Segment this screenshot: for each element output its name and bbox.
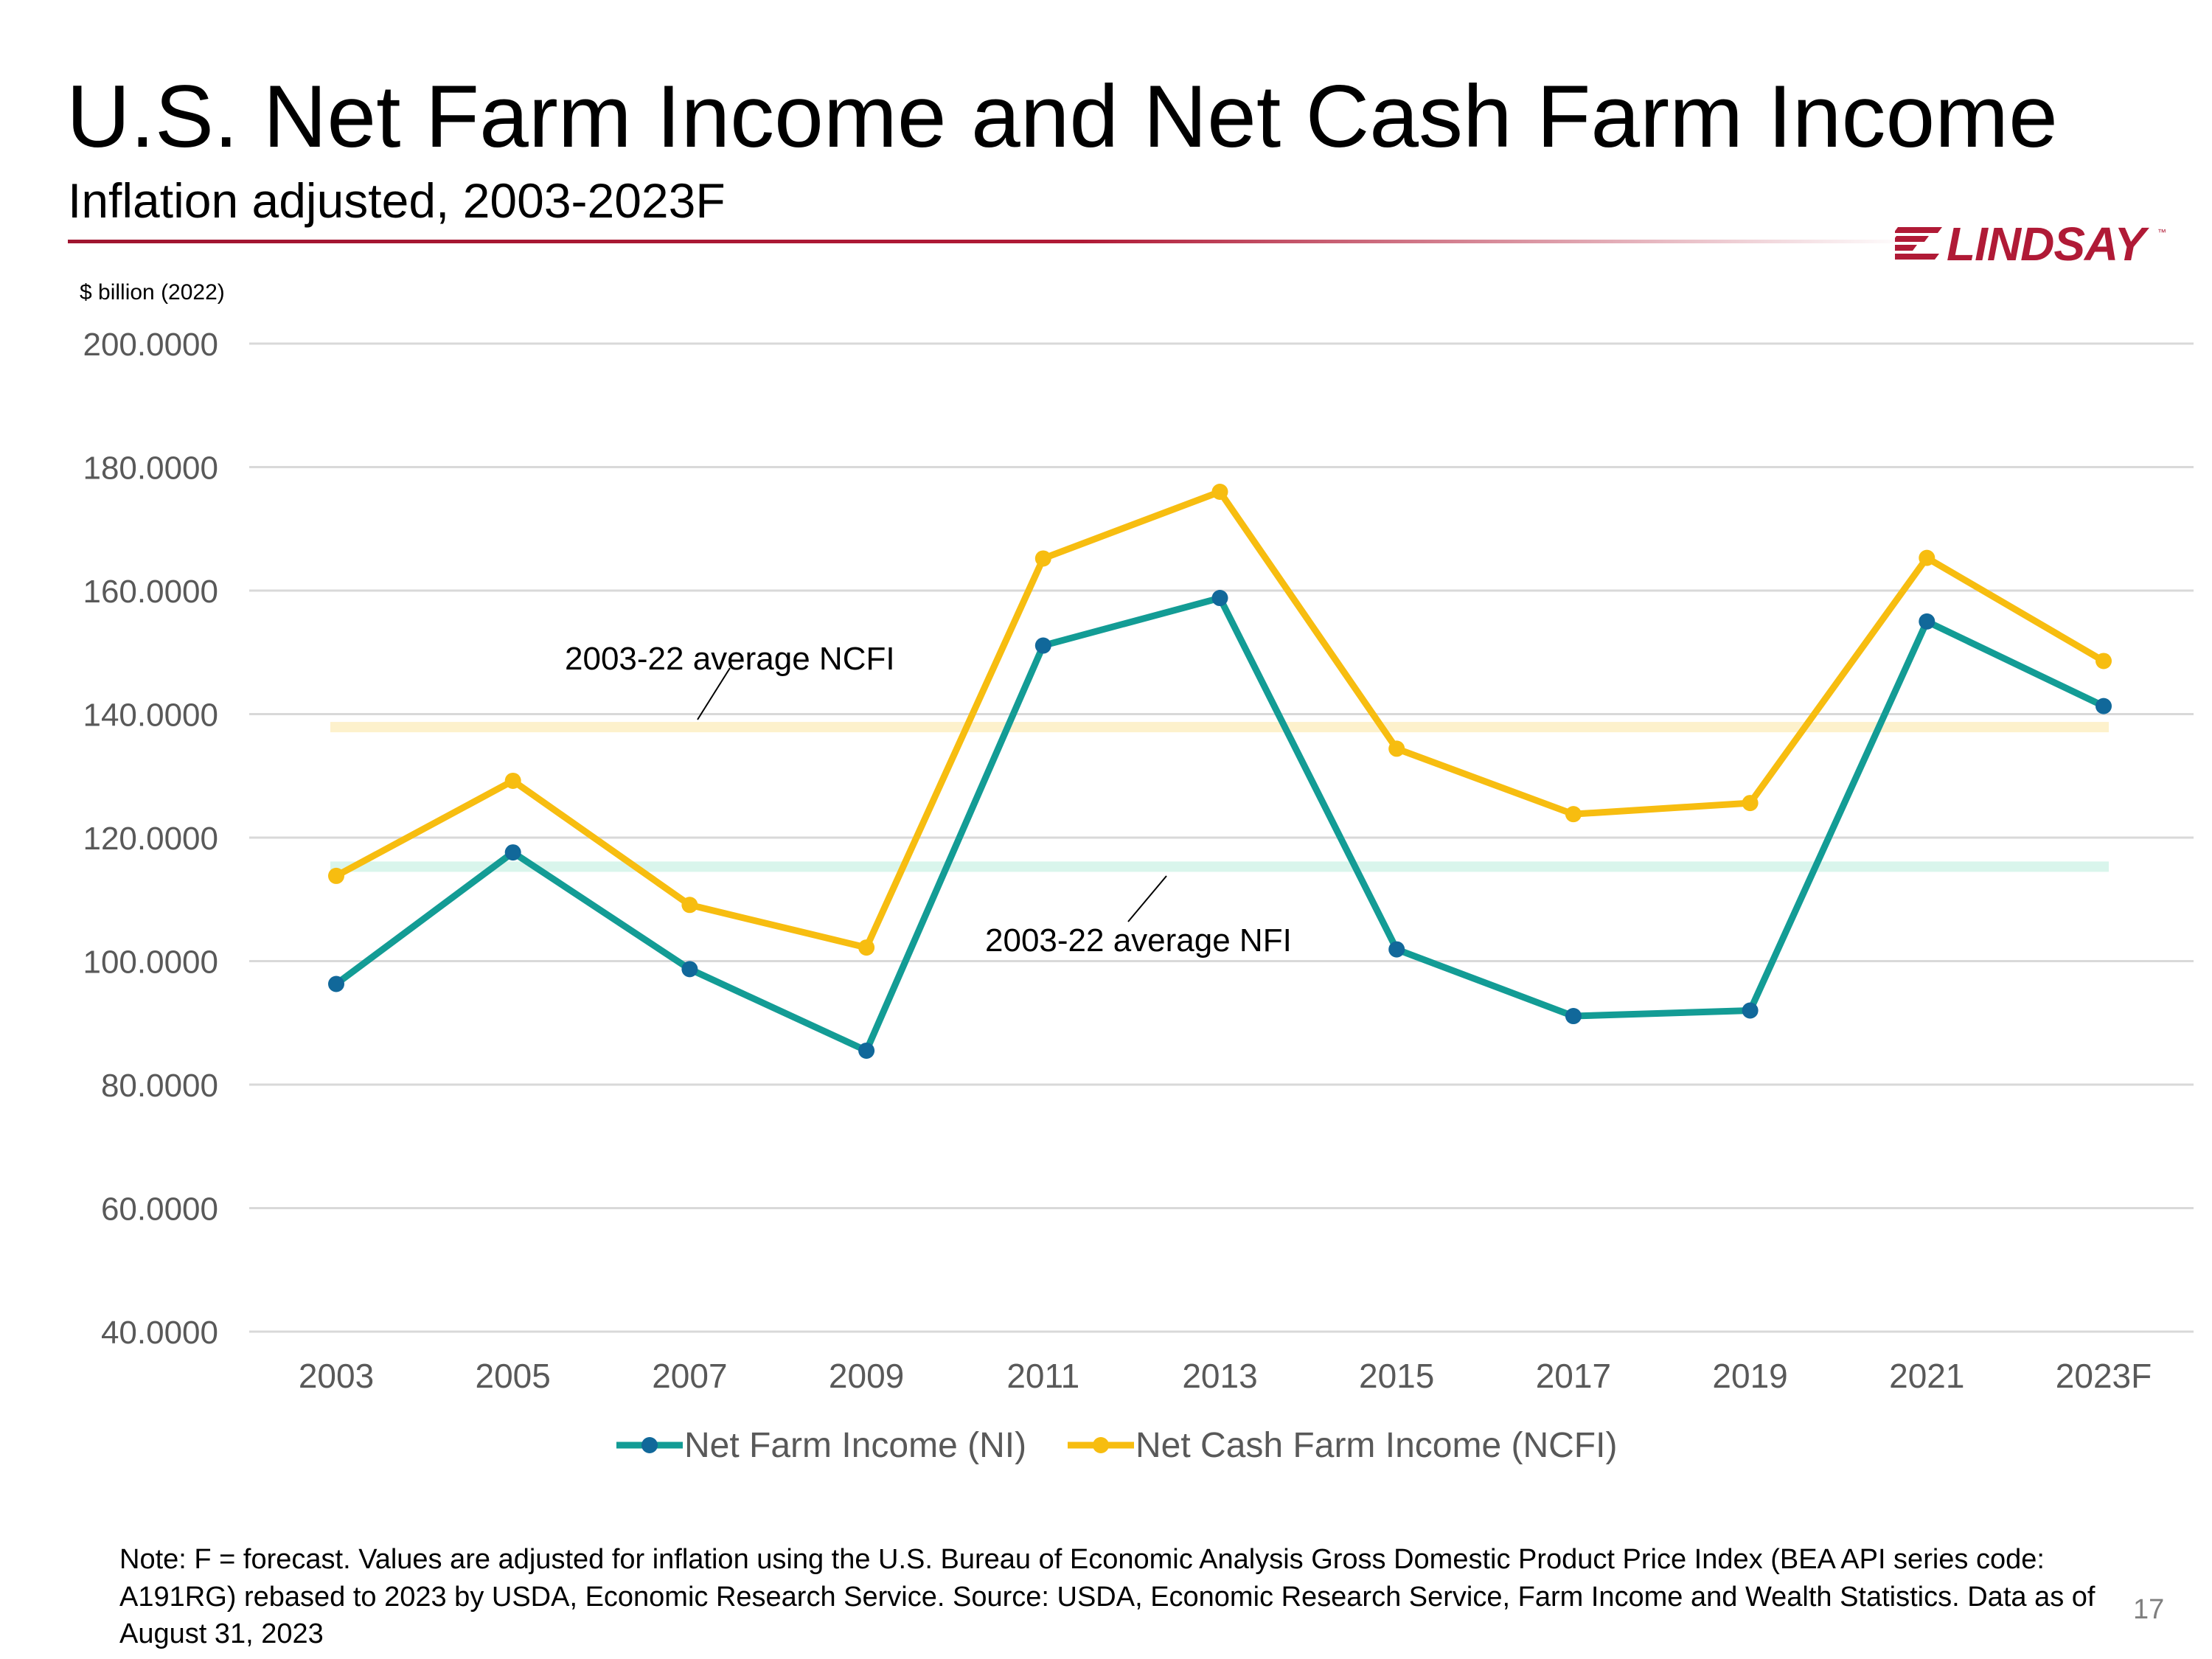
page-subtitle: Inflation adjusted, 2003-2023F [68, 173, 726, 228]
title-divider [68, 240, 1911, 243]
data-point [1565, 806, 1582, 823]
logo-stripes-icon [1889, 227, 1942, 260]
logo-trademark: ™ [2157, 227, 2166, 237]
y-axis-ticks: 40.0000 60.0000 80.0000 100.0000 120.0000 140… [83, 327, 218, 1351]
data-point [2096, 653, 2112, 669]
data-point [1388, 740, 1405, 757]
x-tick-label: 2009 [829, 1357, 904, 1395]
data-point [858, 1042, 875, 1059]
y-tick-label: 140.0000 [83, 698, 218, 734]
y-tick-label: 160.0000 [83, 574, 218, 610]
series-group [328, 484, 2112, 1059]
logo-wordmark: LINDSAY [1947, 218, 2146, 271]
x-tick-label: 2021 [1889, 1357, 1964, 1395]
data-point [1034, 550, 1051, 567]
line-chart: 40.0000 60.0000 80.0000 100.0000 120.0000 140… [83, 327, 2194, 1465]
data-point [328, 975, 344, 992]
data-point [1742, 1002, 1759, 1019]
y-tick-label: 60.0000 [101, 1192, 218, 1228]
x-tick-label: 2023F [2056, 1357, 2152, 1395]
data-point [681, 897, 698, 914]
legend-label: Net Farm Income (NI) [684, 1426, 1026, 1465]
x-tick-label: 2011 [1006, 1357, 1079, 1395]
x-tick-label: 2005 [476, 1357, 551, 1395]
footnote: Note: F = forecast. Values are adjusted … [119, 1544, 2096, 1650]
data-point [858, 939, 875, 956]
y-axis-unit-label: $ billion (2022) [80, 280, 225, 305]
data-point [2096, 698, 2112, 714]
y-tick-label: 80.0000 [101, 1068, 218, 1104]
x-axis-ticks: 2003 2005 2007 2009 2011 2013 2015 2017 2019 2021… [299, 1357, 2152, 1395]
reference-leader-line [697, 667, 731, 720]
data-point [1211, 590, 1228, 607]
data-point [1919, 613, 1935, 630]
page-number: 17 [2133, 1594, 2165, 1625]
reference-leader-line [1127, 875, 1167, 922]
x-tick-label: 2015 [1359, 1357, 1434, 1395]
x-tick-label: 2003 [299, 1357, 374, 1395]
y-tick-label: 180.0000 [83, 451, 218, 487]
x-tick-label: 2019 [1712, 1357, 1787, 1395]
gridlines [249, 342, 2194, 1333]
x-tick-label: 2017 [1536, 1357, 1611, 1395]
y-tick-label: 120.0000 [83, 821, 218, 857]
x-tick-label: 2007 [652, 1357, 727, 1395]
series-line [333, 488, 2107, 951]
legend-label: Net Cash Farm Income (NCFI) [1135, 1426, 1617, 1465]
data-point [681, 961, 698, 978]
legend: Net Farm Income (NI) Net Cash Farm Income… [616, 1426, 1617, 1465]
lindsay-logo: LINDSAY ™ [1889, 218, 2166, 271]
x-tick-label: 2013 [1182, 1357, 1257, 1395]
y-tick-label: 40.0000 [101, 1315, 218, 1351]
y-tick-label: 100.0000 [83, 945, 218, 981]
data-point [1211, 484, 1228, 500]
data-point [1742, 795, 1759, 812]
reference-line-label: 2003-22 average NCFI [565, 641, 895, 677]
data-point [504, 772, 521, 789]
data-point [1388, 941, 1405, 958]
data-point [1034, 637, 1051, 654]
y-tick-label: 200.0000 [83, 327, 218, 363]
data-point [504, 844, 521, 861]
data-point [328, 867, 344, 884]
data-point [1919, 549, 1935, 566]
legend-marker [1093, 1437, 1109, 1453]
page-title: U.S. Net Farm Income and Net Cash Farm I… [66, 67, 2058, 166]
reference-line-label: 2003-22 average NFI [985, 922, 1292, 959]
legend-marker [641, 1437, 658, 1453]
data-point [1565, 1008, 1582, 1025]
